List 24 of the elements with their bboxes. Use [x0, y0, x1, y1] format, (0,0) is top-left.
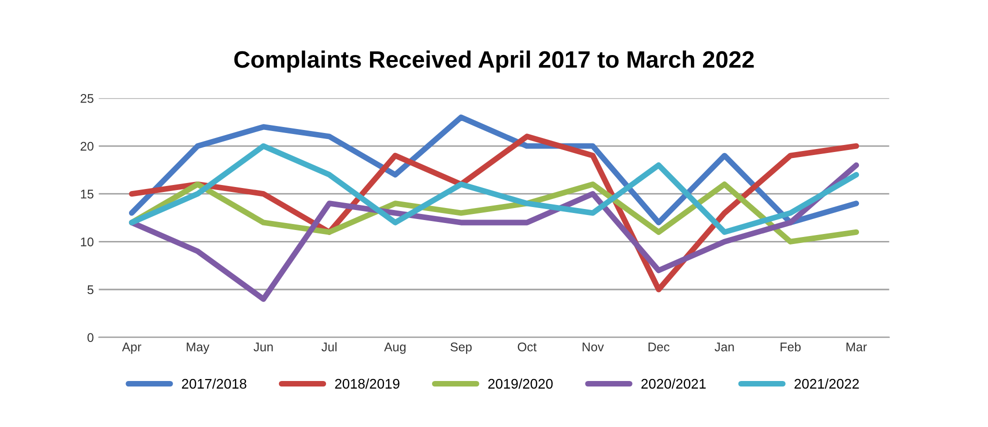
x-tick-label: Jul	[322, 342, 336, 352]
y-tick-label: 0	[87, 333, 94, 342]
legend-label: 2017/2018	[182, 378, 246, 389]
x-tick-label: Dec	[648, 342, 670, 352]
y-tick-label: 5	[87, 285, 94, 294]
y-tick-label: 15	[80, 190, 94, 199]
legend-label: 2019/2020	[488, 378, 553, 389]
x-tick-label: Jan	[714, 342, 734, 352]
x-tick-label: May	[186, 342, 210, 354]
chart-title: Complaints Received April 2017 to March 2022	[234, 50, 754, 73]
y-tick-label: 25	[80, 94, 94, 103]
legend-label: 2020/2021	[641, 378, 706, 389]
x-tick-label: Feb	[780, 342, 801, 352]
x-tick-label: Oct	[518, 342, 537, 352]
x-tick-label: Aug	[384, 342, 406, 354]
x-tick-label: Apr	[122, 342, 142, 354]
x-tick-label: Sep	[450, 342, 472, 354]
x-tick-label: Jun	[254, 342, 273, 352]
x-tick-label: Nov	[582, 342, 604, 352]
y-tick-label: 20	[80, 142, 94, 151]
legend-label: 2018/2019	[335, 378, 400, 389]
x-tick-label: Mar	[846, 342, 867, 352]
legend-label: 2021/2022	[794, 378, 859, 389]
y-tick-label: 10	[80, 237, 94, 246]
